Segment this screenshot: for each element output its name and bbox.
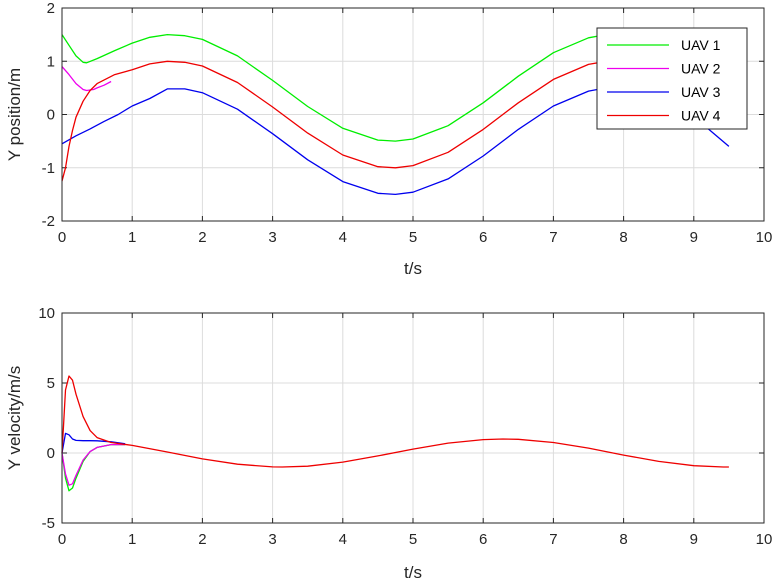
y-tick-label: 10	[38, 305, 55, 322]
x-tick-label: 10	[756, 229, 773, 246]
series-line-4	[61, 60, 607, 182]
x-tick-label: 6	[479, 531, 487, 548]
x-tick-label: 1	[128, 531, 136, 548]
y-tick-label: 0	[47, 445, 55, 462]
x-axis-label: t/s	[404, 259, 422, 278]
x-tick-label: 8	[619, 229, 627, 246]
x-tick-label: 2	[198, 229, 206, 246]
x-tick-label: 5	[409, 531, 417, 548]
y-tick-label: 0	[47, 107, 55, 124]
x-tick-label: 8	[619, 531, 627, 548]
x-tick-label: 3	[268, 531, 276, 548]
x-tick-label: 0	[58, 229, 66, 246]
x-tick-label: 0	[58, 531, 66, 548]
x-tick-label: 3	[268, 229, 276, 246]
y-tick-label: -5	[42, 515, 55, 532]
x-tick-label: 6	[479, 229, 487, 246]
x-tick-label: 4	[339, 229, 347, 246]
legend-box	[596, 27, 748, 130]
y-tick-label: 1	[47, 53, 55, 70]
y-tick-label: 5	[47, 375, 55, 392]
x-tick-label: 10	[756, 531, 773, 548]
legend-label: UAV 2	[681, 61, 721, 77]
axes-frame	[61, 312, 765, 524]
x-tick-label: 1	[128, 229, 136, 246]
y-tick-label: -2	[42, 213, 55, 230]
series-line-1	[61, 33, 607, 142]
legend-label: UAV 4	[681, 108, 721, 124]
x-tick-label: 7	[549, 531, 557, 548]
x-tick-label: 9	[690, 531, 698, 548]
series-line-2	[61, 66, 112, 92]
series-line-3	[61, 432, 126, 454]
x-tick-label: 7	[549, 229, 557, 246]
y-axis-label: Y velocity/m/s	[5, 366, 24, 471]
y-axis-label: Y position/m	[5, 68, 24, 161]
y-tick-label: -1	[42, 160, 55, 177]
axes-frame	[61, 7, 765, 222]
x-tick-label: 2	[198, 531, 206, 548]
series-line-4	[61, 375, 729, 468]
legend-label: UAV 3	[681, 84, 721, 100]
y-tick-label: 2	[47, 0, 55, 17]
x-axis-label: t/s	[404, 563, 422, 582]
x-tick-label: 5	[409, 229, 417, 246]
legend: UAV 1 UAV 2 UAV 3 UAV 4	[596, 27, 748, 130]
series-line-2	[61, 443, 126, 486]
legend-label: UAV 1	[681, 37, 721, 53]
x-tick-label: 4	[339, 531, 347, 548]
series-line-3	[61, 87, 730, 196]
x-tick-label: 9	[690, 229, 698, 246]
